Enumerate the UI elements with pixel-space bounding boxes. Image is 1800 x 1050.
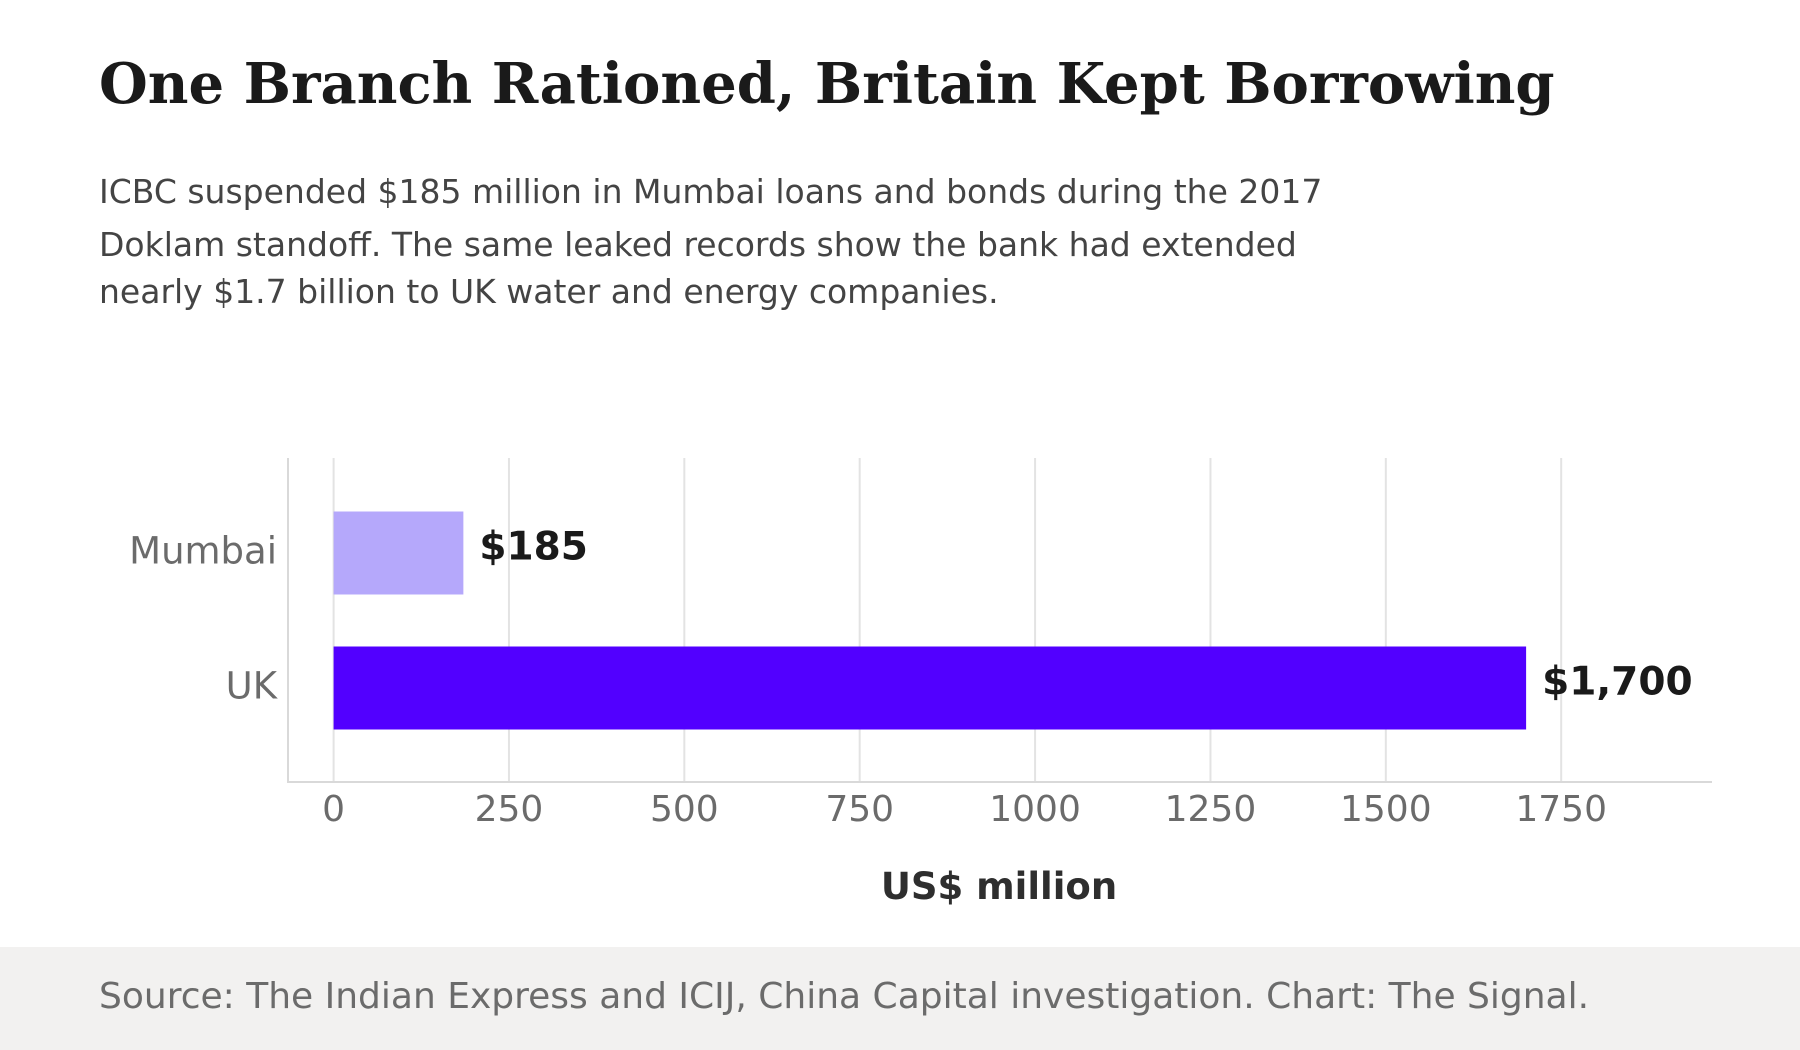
bar-uk [333, 646, 1527, 730]
x-tick-label: 1500 [1340, 789, 1432, 830]
x-axis-title: US$ million [881, 865, 1117, 908]
category-labels: Mumbai UK [129, 530, 279, 708]
bars [333, 511, 1527, 730]
bar-mumbai [333, 511, 464, 595]
x-tick-label: 1750 [1515, 789, 1607, 830]
source-note: Source: The Indian Express and ICIJ, Chi… [99, 976, 1590, 1017]
gridlines [332, 458, 1563, 782]
category-label: UK [226, 665, 279, 708]
x-tick-label: 1000 [989, 789, 1081, 830]
x-tick-label: 250 [475, 789, 544, 830]
subtitle-line: ICBC suspended $185 million in Mumbai lo… [99, 172, 1323, 211]
footer: Source: The Indian Express and ICIJ, Chi… [0, 947, 1800, 1050]
x-tick-label: 500 [650, 789, 719, 830]
chart-title: One Branch Rationed, Britain Kept Borrow… [99, 51, 1555, 117]
x-tick-label: 0 [322, 789, 345, 830]
x-tick-label: 1250 [1165, 789, 1257, 830]
data-label: $185 [479, 525, 588, 570]
subtitle-line: nearly $1.7 billion to UK water and ener… [99, 272, 999, 311]
bar-labels: $185 $1,700 [479, 525, 1692, 705]
x-tick-label: 750 [825, 789, 894, 830]
category-label: Mumbai [129, 530, 277, 573]
subtitle-line: Doklam standoff. The same leaked records… [99, 225, 1297, 264]
data-label: $1,700 [1542, 660, 1693, 705]
x-tick-labels: 0 250 500 750 1000 1250 1500 1750 [322, 789, 1607, 830]
